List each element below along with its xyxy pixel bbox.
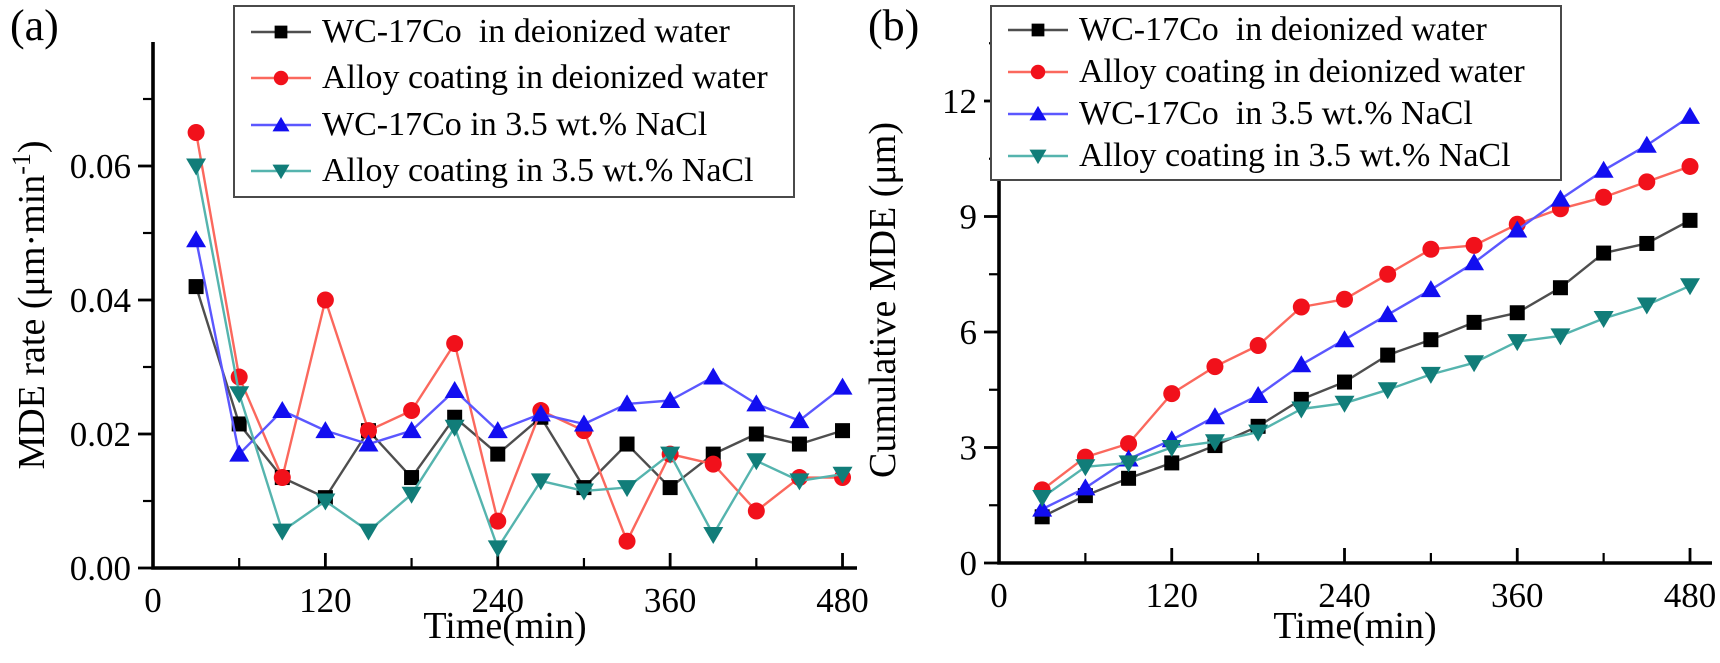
svg-text:0.06: 0.06 (70, 147, 131, 186)
legend-row: Alloy coating in deionized water (249, 56, 793, 100)
svg-text:120: 120 (1146, 576, 1199, 615)
svg-text:0: 0 (960, 544, 978, 583)
legend-label: Alloy coating in 3.5 wt.% NaCl (322, 151, 754, 189)
svg-text:3: 3 (960, 429, 978, 468)
legend-marker-triangle-up-icon (1008, 105, 1068, 121)
legend-row: WC-17Co in 3.5 wt.% NaCl (249, 102, 793, 146)
svg-text:240: 240 (1318, 576, 1371, 615)
legend-label: WC-17Co in 3.5 wt.% NaCl (1079, 95, 1473, 132)
svg-text:0: 0 (144, 581, 162, 620)
panel-a-label: (a) (10, 1, 59, 50)
panel-a-x-axis-title: Time(min) (423, 605, 587, 647)
svg-text:120: 120 (299, 581, 352, 620)
legend-row: WC-17Co in deionized water (1006, 10, 1560, 50)
legend-row: Alloy coating in deionized water (1006, 52, 1560, 92)
legend-label: WC-17Co in deionized water (322, 13, 730, 51)
legend-marker-circle-icon (1008, 64, 1068, 80)
legend-marker-triangle-down-icon (1008, 149, 1068, 165)
legend-label: Alloy coating in deionized water (322, 59, 768, 97)
svg-text:9: 9 (960, 198, 978, 237)
legend-label: Alloy coating in deionized water (1079, 53, 1525, 90)
panel-b-label: (b) (868, 1, 920, 50)
svg-text:360: 360 (1491, 576, 1544, 615)
panel-a-y-title-close: ) (11, 140, 53, 154)
legend-label: WC-17Co in 3.5 wt.% NaCl (322, 105, 708, 143)
legend-marker-circle-icon (251, 71, 311, 86)
legend-row: WC-17Co in 3.5 wt.% NaCl (1006, 94, 1560, 134)
panel-a-plot: 0.00 0.02 0.04 0.06 0 120 240 360 480 (70, 42, 869, 620)
svg-text:0.00: 0.00 (70, 549, 131, 588)
legend-marker-triangle-down-icon (251, 164, 311, 179)
legend-label: Alloy coating in 3.5 wt.% NaCl (1079, 137, 1511, 174)
panel-a-y-title-main: MDE rate (μm·min (11, 174, 53, 470)
panel-a-y-title-superscript: -1 (7, 153, 36, 175)
svg-text:240: 240 (472, 581, 525, 620)
svg-text:480: 480 (1664, 576, 1717, 615)
legend-marker-square-icon (1008, 23, 1068, 37)
svg-text:0.02: 0.02 (70, 415, 131, 454)
panel-b-x-axis-title: Time(min) (1273, 605, 1437, 647)
panel-b-y-axis-title: Cumulative MDE (μm) (862, 122, 904, 478)
svg-text:0.04: 0.04 (70, 281, 131, 320)
svg-text:12: 12 (942, 82, 977, 121)
legend-marker-triangle-up-icon (251, 116, 311, 131)
svg-text:360: 360 (644, 581, 697, 620)
svg-text:480: 480 (816, 581, 869, 620)
legend-row: WC-17Co in deionized water (249, 10, 793, 54)
svg-text:0: 0 (990, 576, 1008, 615)
panel-a-legend: WC-17Co in deionized water Alloy coating… (233, 5, 795, 198)
legend-label: WC-17Co in deionized water (1079, 11, 1487, 48)
svg-text:6: 6 (960, 313, 978, 352)
legend-row: Alloy coating in 3.5 wt.% NaCl (249, 149, 793, 193)
panel-b-legend: WC-17Co in deionized water Alloy coating… (990, 5, 1562, 181)
legend-marker-square-icon (251, 25, 311, 39)
legend-row: Alloy coating in 3.5 wt.% NaCl (1006, 136, 1560, 176)
panel-a-y-axis-title: MDE rate (μm·min-1) (7, 65, 53, 545)
